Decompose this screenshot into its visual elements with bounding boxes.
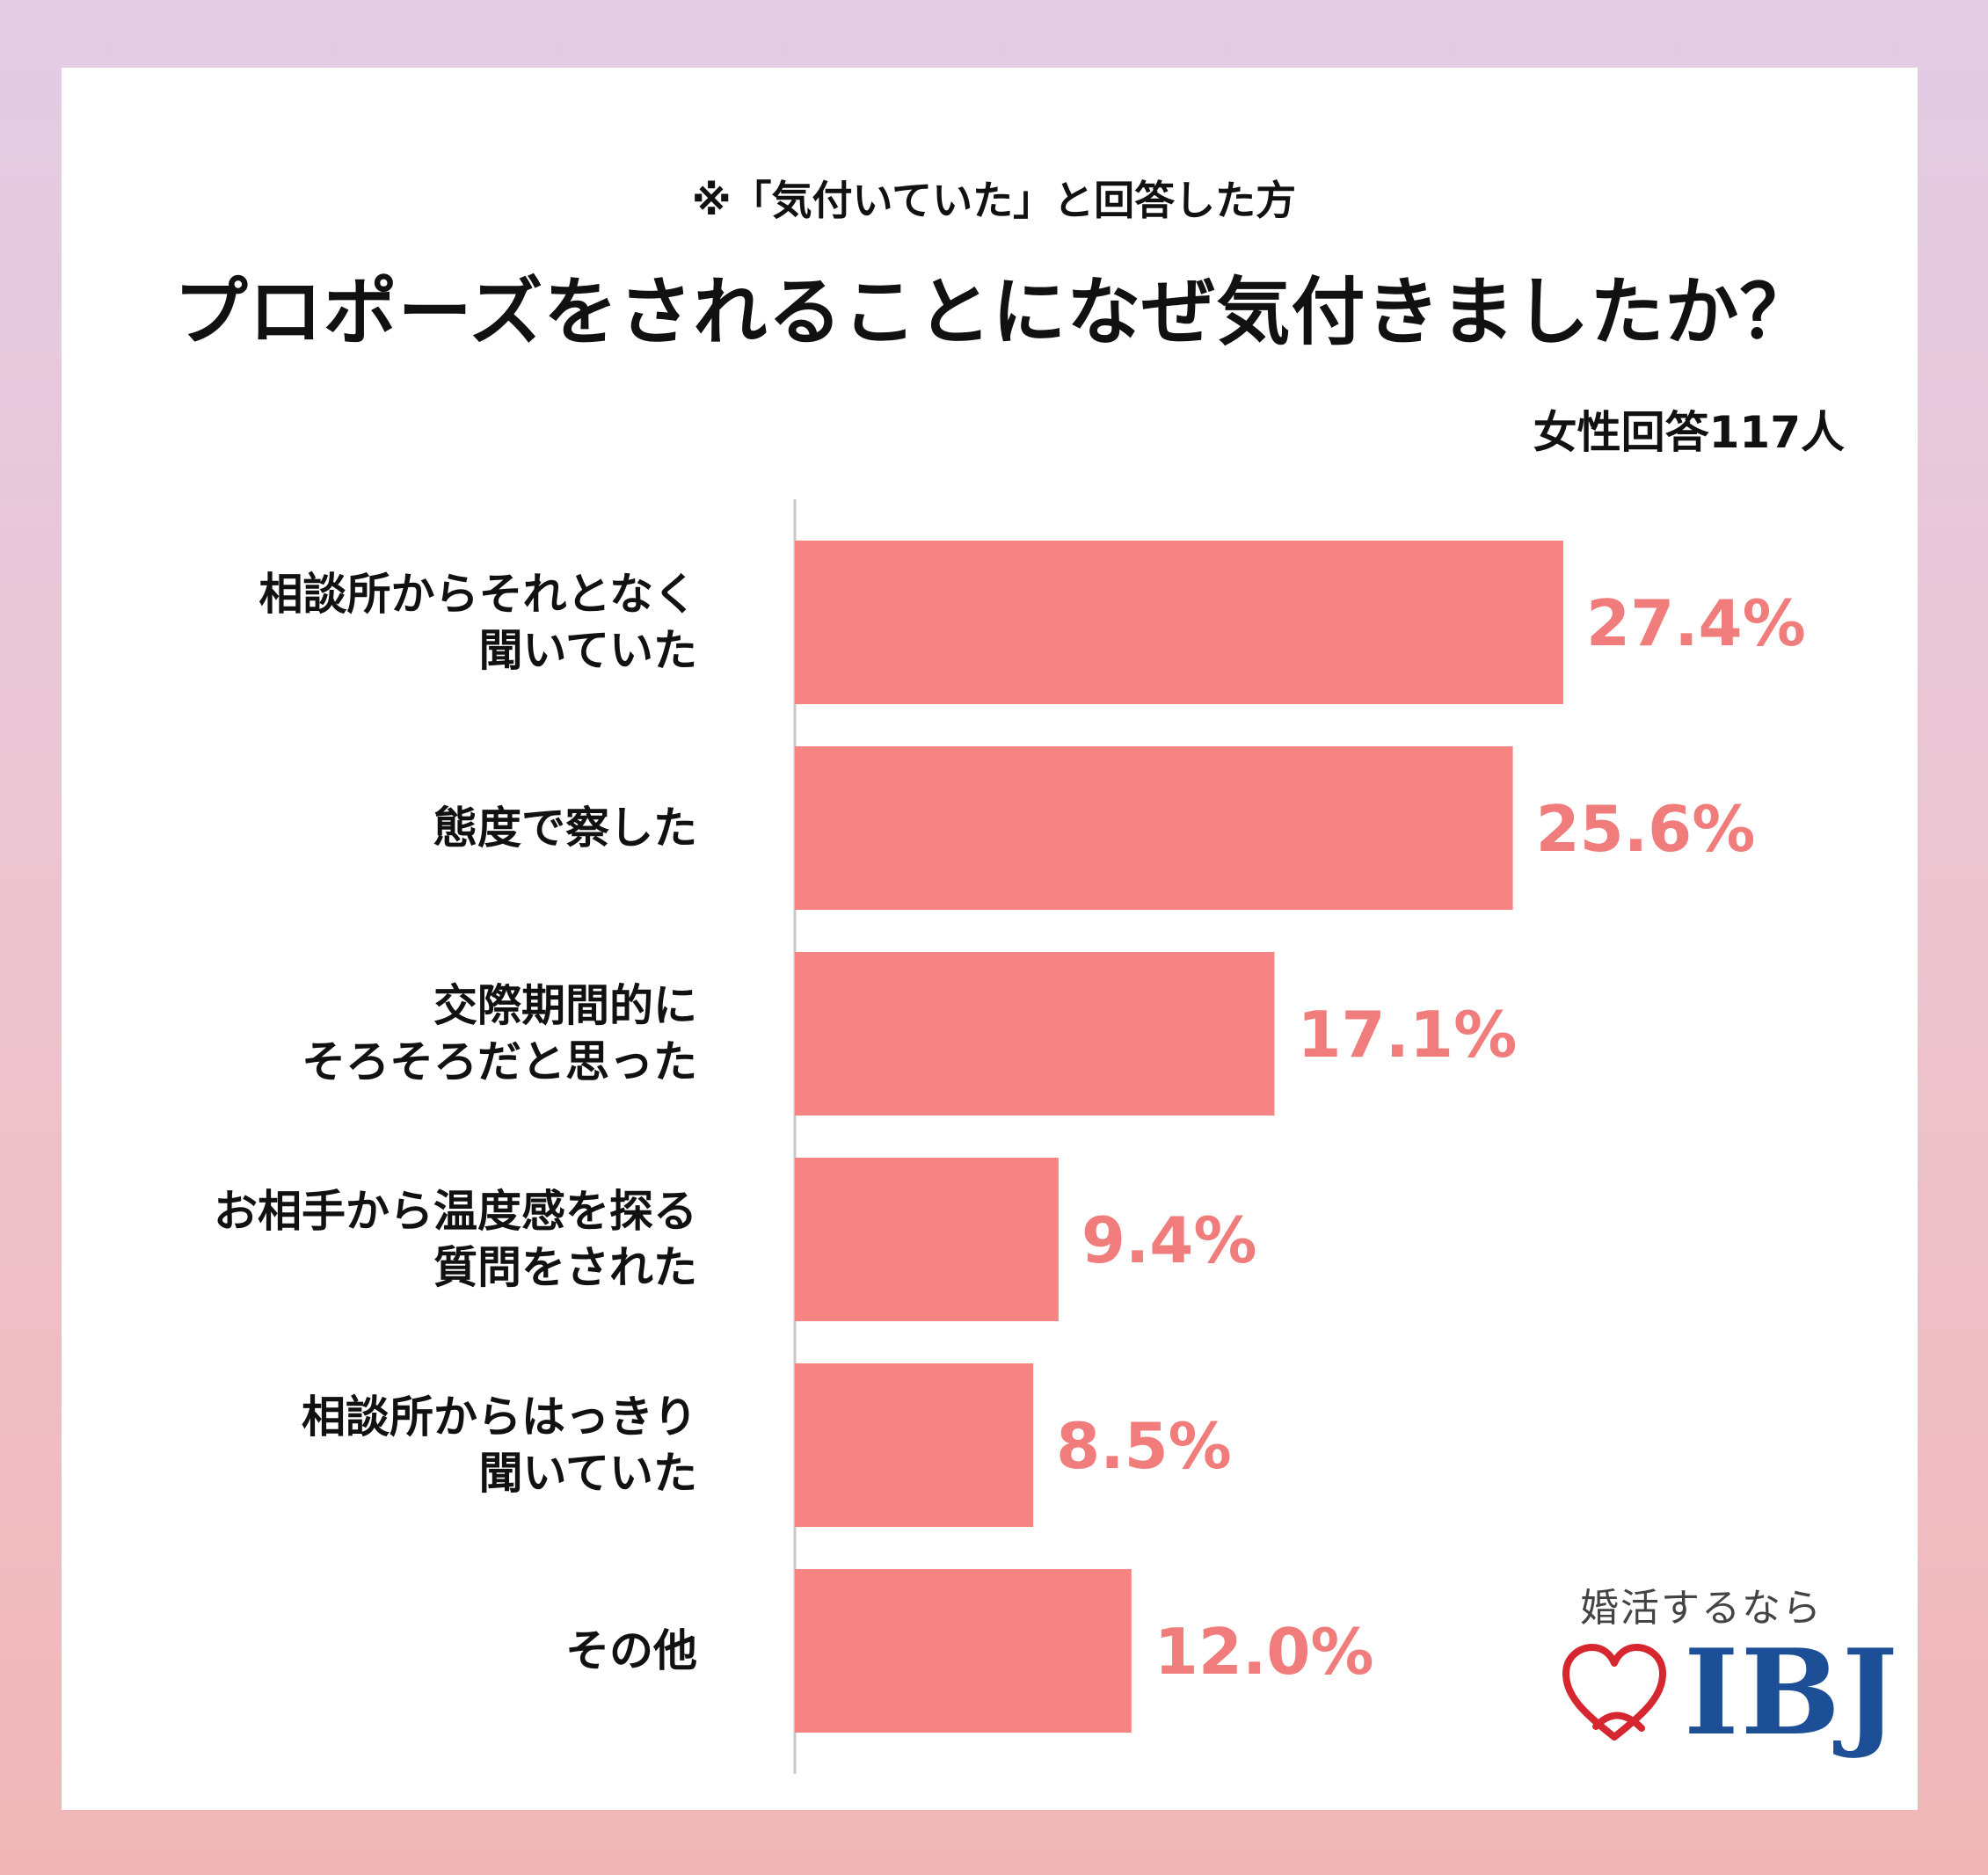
value-label-1: 27.4% [1586, 586, 1806, 660]
bar-2 [795, 746, 1513, 910]
bar-3 [795, 952, 1275, 1116]
category-label-3: 交際期間的に そろそろだと思った [302, 980, 697, 1087]
heart-icon [1562, 1644, 1666, 1741]
category-label-6: その他 [565, 1625, 697, 1676]
category-label-1: 相談所からそれとなく 聞いていた [259, 569, 698, 676]
value-label-4: 9.4% [1081, 1203, 1257, 1277]
value-label-5: 8.5% [1056, 1409, 1232, 1483]
logo-wordmark: IBJ [1684, 1623, 1900, 1762]
bar-6 [795, 1569, 1132, 1733]
bar-5 [795, 1363, 1034, 1527]
respondent-count: 女性回答117人 [1533, 407, 1845, 458]
bar-4 [795, 1158, 1059, 1321]
bar-1 [795, 541, 1563, 704]
chart-title: プロポーズをされることになぜ気付きましたか？ [173, 269, 1815, 355]
chart-subtitle: ※「気付いていた」と回答した方 [691, 177, 1297, 224]
value-label-6: 12.0% [1154, 1615, 1374, 1689]
category-label-4: お相手から温度感を探る 質問をされた [214, 1186, 697, 1293]
value-label-3: 17.1% [1297, 998, 1517, 1072]
value-label-2: 25.6% [1536, 792, 1756, 866]
logo-tagline: 婚活するなら [1580, 1586, 1823, 1631]
category-label-2: 態度で察した [433, 803, 697, 854]
category-label-5: 相談所からはっきり 聞いていた [302, 1392, 697, 1499]
